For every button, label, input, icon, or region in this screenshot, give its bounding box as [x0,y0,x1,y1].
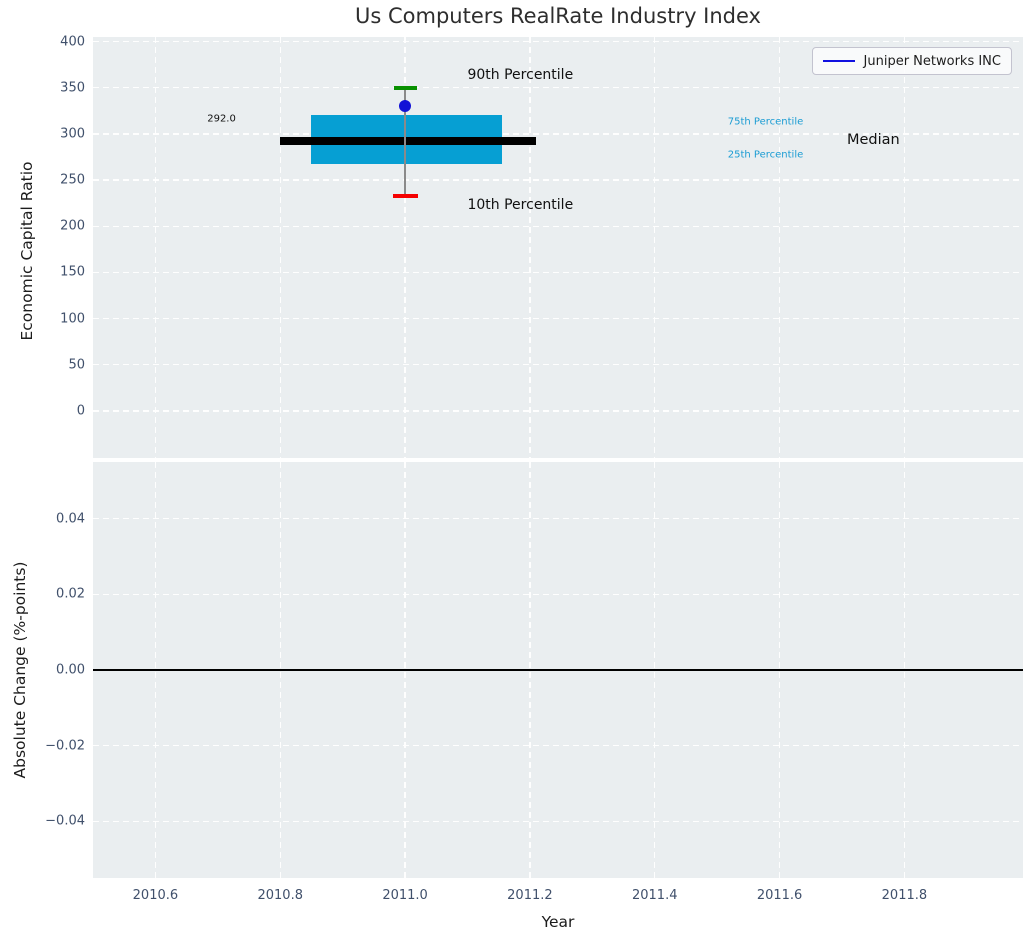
y-tick-label: 0 [76,403,85,419]
gridline [93,518,1023,520]
gridline [154,37,157,458]
y-tick-label: 200 [60,218,85,234]
p90-whisker-cap [393,85,417,90]
annotation: 75th Percentile [727,116,804,128]
y-tick-label: −0.02 [45,738,85,754]
gridline [404,37,406,458]
annotation: 10th Percentile [467,197,574,214]
gridline [93,40,1023,43]
top-plot-area: 90th Percentile 10th Percentile 292.0 75th … [93,37,1023,458]
annotation: Median [846,132,900,149]
y-tick-label: 350 [60,80,85,96]
y-axis-label-top: Economic Capital Ratio [18,161,36,341]
zero-line [93,668,1023,672]
x-tick-label: 2011.6 [756,888,803,903]
annotation: 90th Percentile [467,66,574,83]
x-tick-label: 2011.8 [881,888,928,903]
gridline [93,364,1023,366]
y-tick-label: 50 [68,357,85,373]
bottom-plot-area [93,462,1023,878]
gridline [93,820,1023,822]
y-tick-label: 0.02 [56,586,85,602]
gridline [93,744,1023,747]
gridline [279,37,281,458]
x-tick-label: 2011.2 [507,888,553,903]
legend-line-sample [822,59,855,63]
x-axis-label: Year [541,913,575,931]
annotation: 25th Percentile [727,149,804,161]
gridline [93,225,1023,227]
y-tick-label: 150 [60,264,85,280]
p10-whisker-cap [392,193,418,198]
gridline [93,179,1023,181]
x-tick-label: 2010.8 [257,888,303,903]
gridline [93,87,1023,89]
gridline [93,317,1023,320]
annotation: 292.0 [207,113,236,125]
gridline [529,37,531,458]
y-axis-label-bottom: Absolute Change (%-points) [11,561,29,779]
gridline [778,37,781,458]
gridline [93,593,1023,596]
median-line [280,137,537,146]
gridline [903,37,906,458]
y-tick-label: 250 [60,172,85,188]
legend-label: Juniper Networks INC [863,53,1001,69]
y-tick-label: 100 [60,311,85,327]
y-tick-label: 300 [60,126,85,142]
x-tick-label: 2011.4 [631,888,678,903]
gridline [93,133,1023,135]
y-tick-label: 0.00 [56,662,85,678]
x-tick-label: 2010.6 [132,888,179,903]
legend: Juniper Networks INC [811,47,1012,75]
gridline [93,410,1023,412]
gridline [93,271,1023,274]
gridline [654,37,656,458]
y-tick-label: 0.04 [56,511,85,527]
chart-title: Us Computers RealRate Industry Index [355,4,761,28]
x-tick-label: 2011.0 [382,888,428,903]
whisker-line [404,87,406,196]
y-tick-label: −0.04 [45,813,85,829]
y-tick-label: 400 [60,34,85,50]
company-data-point [399,100,412,113]
